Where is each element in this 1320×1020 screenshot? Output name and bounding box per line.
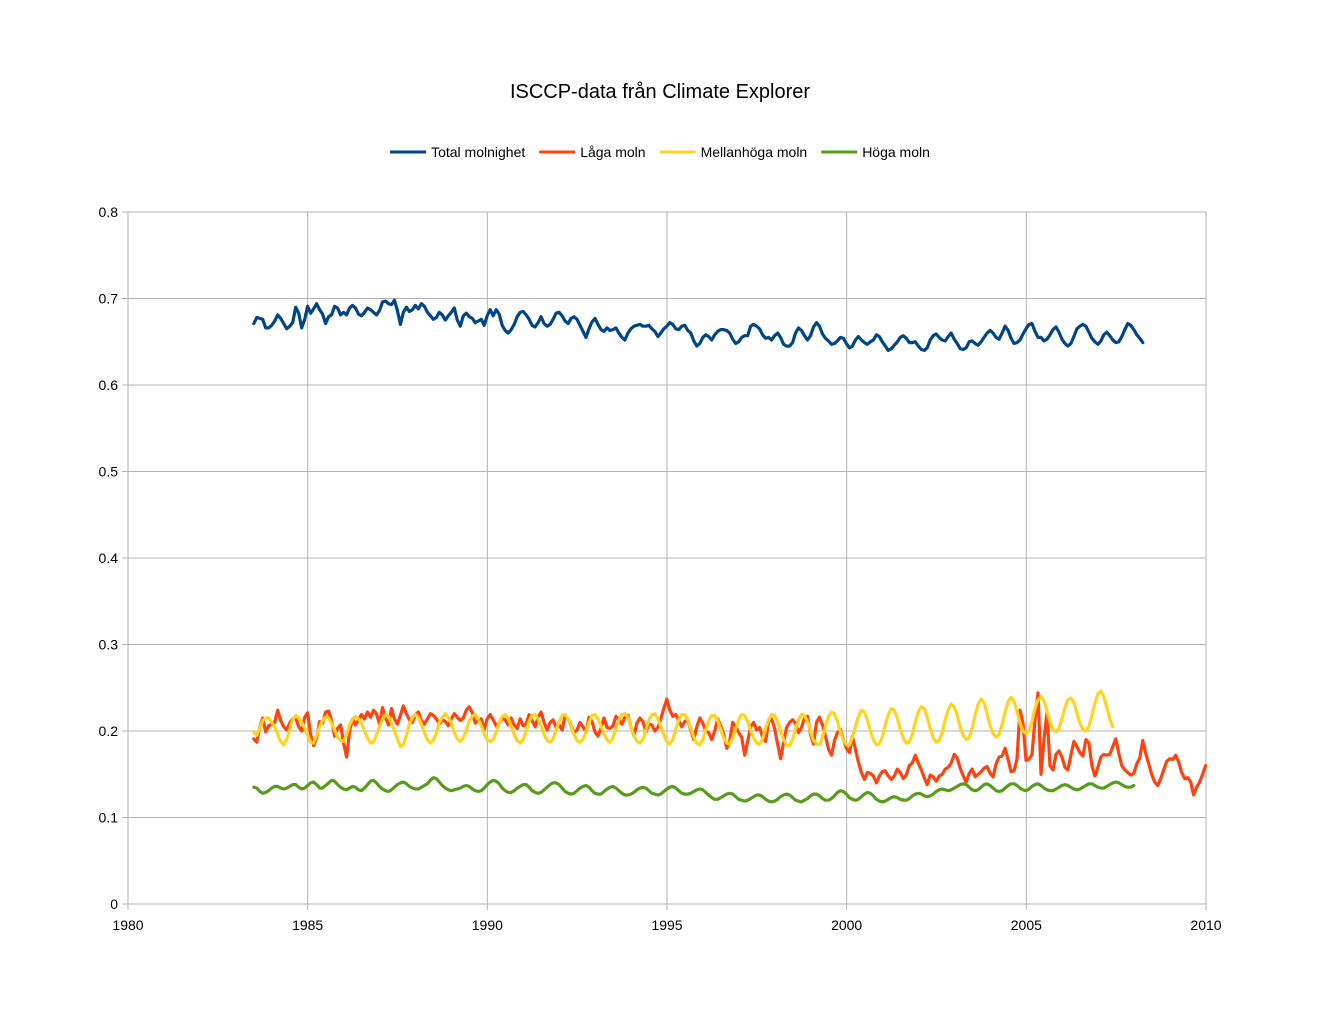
- y-tick-label: 0.1: [99, 810, 119, 826]
- chart-series: [252, 298, 1208, 804]
- y-tick-label: 0.5: [99, 464, 119, 480]
- x-tick-label: 1980: [112, 917, 143, 933]
- legend-item: Total molnighet: [390, 144, 525, 160]
- series-line-3: [252, 689, 1115, 749]
- series-line-1: [252, 298, 1145, 352]
- y-tick-label: 0: [110, 896, 118, 912]
- y-tick-label: 0.2: [99, 723, 119, 739]
- x-tick-label: 1995: [651, 917, 682, 933]
- chart-grid: [127, 211, 1207, 905]
- legend-label: Mellanhöga moln: [701, 144, 808, 160]
- x-tick-label: 1990: [472, 917, 503, 933]
- chart-legend: Total molnighet Låga moln Mellanhöga moln H…: [390, 144, 930, 160]
- legend-label: Låga moln: [580, 144, 645, 160]
- x-tick-label: 2010: [1190, 917, 1221, 933]
- y-tick-label: 0.3: [99, 637, 119, 653]
- y-tick-label: 0.7: [99, 291, 119, 307]
- legend-label: Höga moln: [862, 144, 930, 160]
- chart-axes: 0 0.1 0.2 0.3 0.4 0.5 0.6 0.7 0.8 1980 1985 1990 199…: [99, 204, 1222, 933]
- x-tick-label: 1985: [292, 917, 323, 933]
- legend-item: Mellanhöga moln: [659, 144, 808, 160]
- legend-item: Låga moln: [539, 144, 646, 160]
- x-tick-label: 2000: [831, 917, 862, 933]
- y-tick-label: 0.8: [99, 204, 119, 220]
- y-tick-label: 0.4: [99, 550, 119, 566]
- series-line-4: [252, 776, 1136, 804]
- x-tick-label: 2005: [1011, 917, 1042, 933]
- legend-item: Höga moln: [821, 144, 930, 160]
- y-tick-label: 0.6: [99, 377, 119, 393]
- chart-title: ISCCP-data från Climate Explorer: [510, 81, 810, 103]
- legend-label: Total molnighet: [431, 144, 525, 160]
